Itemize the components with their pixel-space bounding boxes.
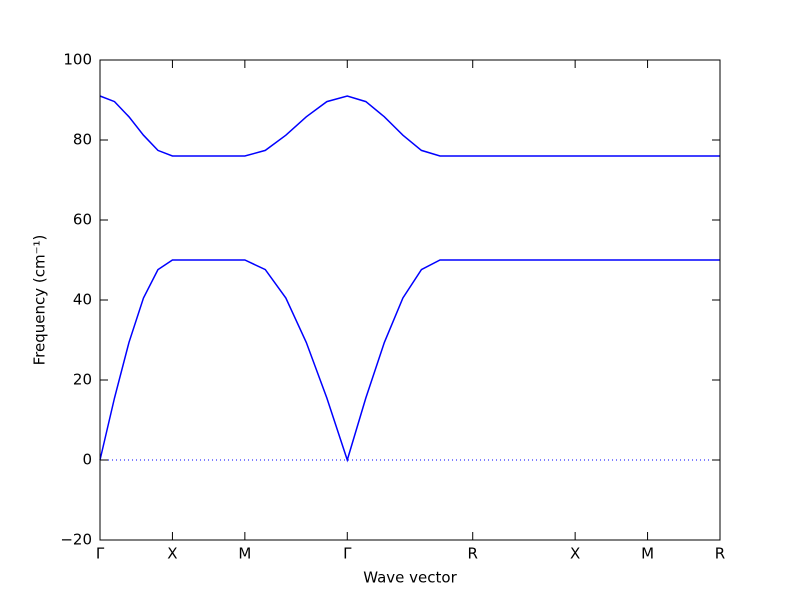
y-tick-label: 0 [82,451,92,469]
band-line [99,95,720,157]
y-tick-label: 40 [73,291,92,309]
x-tick-label: Γ [343,545,352,563]
y-tick-label: 80 [73,131,92,149]
x-tick-label: M [641,545,654,563]
x-tick-label: Γ [96,545,105,563]
y-tick-label: 60 [73,211,92,229]
x-axis-label: Wave vector [363,569,457,587]
y-tick-label: −20 [60,531,92,549]
y-tick-label: 20 [73,371,92,389]
x-tick-label: R [715,545,725,563]
x-tick-label: X [167,545,177,563]
y-tick-label: 100 [63,51,92,69]
y-axis-label: Frequency (cm⁻¹) [31,235,49,366]
x-tick-label: R [468,545,478,563]
x-tick-label: X [570,545,580,563]
x-tick-label: M [238,545,251,563]
band-line [99,259,720,463]
plot-frame [99,59,721,541]
